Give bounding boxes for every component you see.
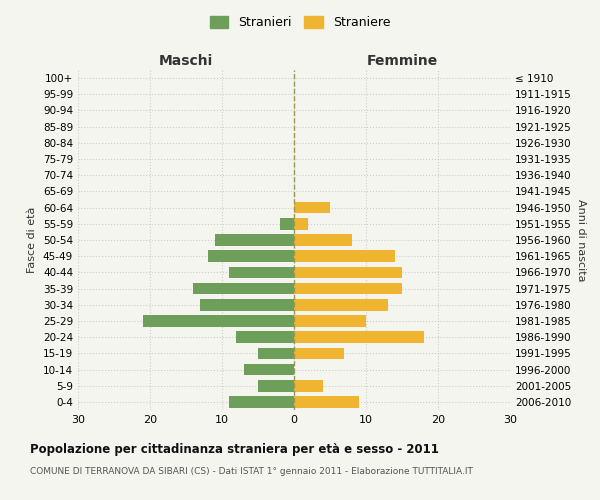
Bar xyxy=(294,332,424,343)
Bar xyxy=(143,315,294,327)
Bar xyxy=(294,315,366,327)
Bar xyxy=(193,282,294,294)
Y-axis label: Fasce di età: Fasce di età xyxy=(28,207,37,273)
Bar xyxy=(294,202,330,213)
Y-axis label: Anni di nascita: Anni di nascita xyxy=(575,198,586,281)
Bar xyxy=(258,380,294,392)
Bar xyxy=(236,332,294,343)
Bar xyxy=(294,266,402,278)
Text: Maschi: Maschi xyxy=(159,54,213,68)
Bar xyxy=(200,299,294,310)
Bar xyxy=(294,282,402,294)
Text: COMUNE DI TERRANOVA DA SIBARI (CS) - Dati ISTAT 1° gennaio 2011 - Elaborazione T: COMUNE DI TERRANOVA DA SIBARI (CS) - Dat… xyxy=(30,468,473,476)
Text: Femmine: Femmine xyxy=(367,54,437,68)
Bar xyxy=(294,250,395,262)
Legend: Stranieri, Straniere: Stranieri, Straniere xyxy=(205,11,395,34)
Text: Popolazione per cittadinanza straniera per età e sesso - 2011: Popolazione per cittadinanza straniera p… xyxy=(30,442,439,456)
Bar xyxy=(294,348,344,359)
Bar xyxy=(294,299,388,310)
Bar xyxy=(229,266,294,278)
Bar xyxy=(258,348,294,359)
Bar xyxy=(208,250,294,262)
Bar xyxy=(294,396,359,407)
Bar xyxy=(294,218,308,230)
Bar xyxy=(244,364,294,376)
Bar xyxy=(294,234,352,246)
Bar xyxy=(229,396,294,407)
Bar xyxy=(294,380,323,392)
Bar xyxy=(280,218,294,230)
Bar xyxy=(215,234,294,246)
